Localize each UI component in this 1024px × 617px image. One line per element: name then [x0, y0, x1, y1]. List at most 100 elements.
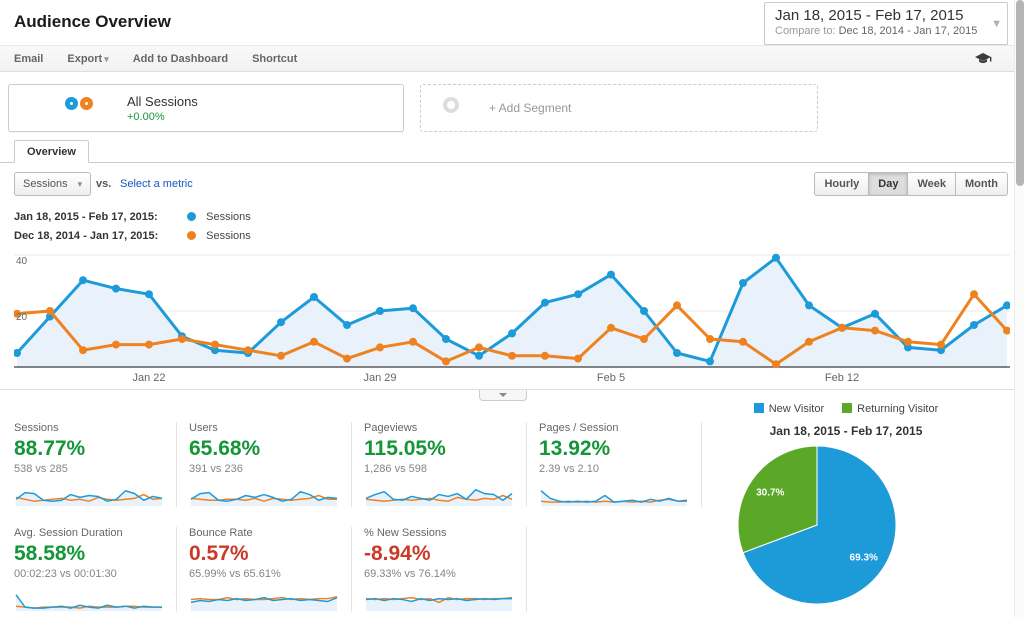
add-segment-button[interactable]: + Add Segment — [420, 84, 818, 132]
metric-delta: -8.94% — [364, 542, 431, 565]
metric-detail: 65.99% vs 65.61% — [189, 568, 281, 580]
metric-label: Pageviews — [364, 422, 418, 434]
metric-label: Users — [189, 422, 218, 434]
page-title: Audience Overview — [14, 12, 171, 31]
segment-all-sessions[interactable]: All Sessions +0.00% — [8, 84, 404, 132]
sparkline-chart — [15, 490, 163, 506]
metric-card-pageviews: Pageviews 115.05% 1,286 vs 598 — [364, 422, 527, 507]
pie-title: Jan 18, 2015 - Feb 17, 2015 — [769, 424, 923, 438]
metric-detail: 00:02:23 vs 00:01:30 — [14, 568, 117, 580]
metric-card-pages-session: Pages / Session 13.92% 2.39 vs 2.10 — [539, 422, 702, 507]
metric-detail: 2.39 vs 2.10 — [539, 463, 599, 475]
vertical-scrollbar[interactable] — [1014, 0, 1024, 617]
visitor-type-pie-section: New Visitor Returning Visitor Jan 18, 20… — [696, 403, 996, 607]
metric-cards-row-1: Sessions 88.77% 538 vs 285 Users 65.68% … — [14, 422, 714, 507]
metric-detail: 538 vs 285 — [14, 463, 68, 475]
metric-detail: 1,286 vs 598 — [364, 463, 427, 475]
blue-dot-icon — [187, 212, 197, 221]
metric-card-users: Users 65.68% 391 vs 236 — [189, 422, 352, 507]
x-tick-label: Jan 29 — [363, 372, 397, 384]
date-range-selector[interactable]: Jan 18, 2015 - Feb 17, 2015 Compare to: … — [764, 2, 1008, 45]
granularity-button-group: Hourly Day Week Month — [814, 172, 1008, 196]
compare-prefix: Compare to: — [775, 25, 836, 37]
visitor-type-pie-chart[interactable]: 69.3% 30.7% — [732, 443, 902, 607]
metric-detail: 69.33% vs 76.14% — [364, 568, 456, 580]
y-tick-label: 20 — [16, 312, 28, 323]
metric-label: Sessions — [14, 422, 59, 434]
segment-delta: +0.00% — [127, 111, 165, 123]
metric-card-avg-session-duration: Avg. Session Duration 58.58% 00:02:23 vs… — [14, 527, 177, 612]
green-swatch-icon — [842, 403, 853, 413]
education-graduation-cap-icon[interactable] — [975, 53, 992, 66]
orange-ring-icon — [80, 97, 93, 110]
date-range-value: Jan 18, 2015 - Feb 17, 2015 — [775, 7, 964, 24]
sparkline-chart — [540, 490, 688, 506]
pie-legend-label: Returning Visitor — [857, 403, 939, 415]
metric-dropdown[interactable]: Sessions ▾ — [14, 172, 92, 196]
metric-card-bounce-rate: Bounce Rate 0.57% 65.99% vs 65.61% — [189, 527, 352, 612]
metric-card-sessions: Sessions 88.77% 538 vs 285 — [14, 422, 177, 507]
svg-text:69.3%: 69.3% — [850, 552, 878, 563]
action-toolbar: Email Export ▾ Add to Dashboard Shortcut — [0, 45, 1014, 72]
sessions-line-chart[interactable] — [14, 250, 1010, 370]
pie-legend-label: New Visitor — [768, 403, 825, 415]
chevron-down-icon: ▾ — [77, 179, 83, 189]
metric-detail: 391 vs 236 — [189, 463, 243, 475]
add-to-dashboard-button[interactable]: Add to Dashboard — [132, 52, 229, 65]
scrollbar-thumb[interactable] — [1016, 0, 1024, 186]
granularity-hourly-button[interactable]: Hourly — [814, 172, 870, 196]
tab-overview[interactable]: Overview — [14, 140, 89, 163]
granularity-month-button[interactable]: Month — [955, 172, 1008, 196]
metric-delta: 0.57% — [189, 542, 249, 565]
x-tick-label: Jan 22 — [132, 372, 166, 384]
chevron-down-icon: ▾ — [104, 53, 109, 64]
metric-label: Avg. Session Duration — [14, 527, 123, 539]
sparkline-chart — [15, 594, 162, 611]
compare-range: Compare to: Dec 18, 2014 - Jan 17, 2015 — [775, 25, 987, 37]
chart-bottom-divider — [0, 389, 1014, 390]
x-tick-label: Feb 12 — [824, 372, 860, 384]
metric-delta: 115.05% — [364, 437, 446, 460]
metric-delta: 65.68% — [189, 437, 261, 460]
blue-swatch-icon — [753, 403, 764, 413]
legend-compare-period: Dec 18, 2014 - Jan 17, 2015: Sessions — [14, 230, 251, 242]
segment-rings-icon — [65, 97, 93, 115]
sparkline-chart — [190, 595, 338, 611]
sparkline-chart — [190, 490, 338, 506]
metric-label: % New Sessions — [364, 527, 447, 539]
y-tick-label: 40 — [16, 256, 28, 267]
sparkline-chart — [365, 489, 513, 506]
granularity-week-button[interactable]: Week — [907, 172, 957, 196]
legend-current-label: Jan 18, 2015 - Feb 17, 2015: — [14, 211, 158, 223]
chart-collapse-handle[interactable] — [479, 390, 527, 401]
metric-label: Bounce Rate — [189, 527, 253, 539]
metric-cards-row-2: Avg. Session Duration 58.58% 00:02:23 vs… — [14, 527, 539, 612]
shortcut-button[interactable]: Shortcut — [252, 52, 298, 65]
metric-label: Pages / Session — [539, 422, 619, 434]
segment-label: All Sessions — [127, 94, 198, 109]
export-label: Export — [67, 52, 103, 65]
chevron-down-icon — [499, 393, 507, 397]
legend-compare-series: Sessions — [206, 230, 251, 242]
export-button[interactable]: Export ▾ — [67, 53, 108, 65]
sparkline-chart — [365, 596, 513, 611]
legend-compare-label: Dec 18, 2014 - Jan 17, 2015: — [14, 230, 159, 242]
tab-strip: Overview — [0, 140, 1024, 163]
metric-dropdown-value: Sessions — [23, 178, 68, 190]
email-button[interactable]: Email — [14, 52, 44, 65]
svg-text:30.7%: 30.7% — [756, 488, 784, 499]
orange-dot-icon — [187, 231, 197, 240]
compare-range-value: Dec 18, 2014 - Jan 17, 2015 — [838, 25, 978, 37]
x-tick-label: Feb 5 — [596, 372, 626, 384]
select-metric-link[interactable]: Select a metric — [120, 178, 193, 190]
empty-ring-icon — [443, 97, 459, 113]
legend-current-series: Sessions — [206, 211, 251, 223]
chevron-down-icon[interactable]: ▼ — [991, 18, 1002, 30]
metric-card-new-sessions: % New Sessions -8.94% 69.33% vs 76.14% — [364, 527, 527, 612]
blue-ring-icon — [65, 97, 78, 110]
granularity-day-button[interactable]: Day — [868, 172, 909, 196]
pie-legend-new-visitor: New Visitor — [753, 403, 825, 415]
metric-delta: 58.58% — [14, 542, 86, 565]
pie-legend-returning-visitor: Returning Visitor — [842, 403, 938, 415]
metric-delta: 88.77% — [14, 437, 86, 460]
